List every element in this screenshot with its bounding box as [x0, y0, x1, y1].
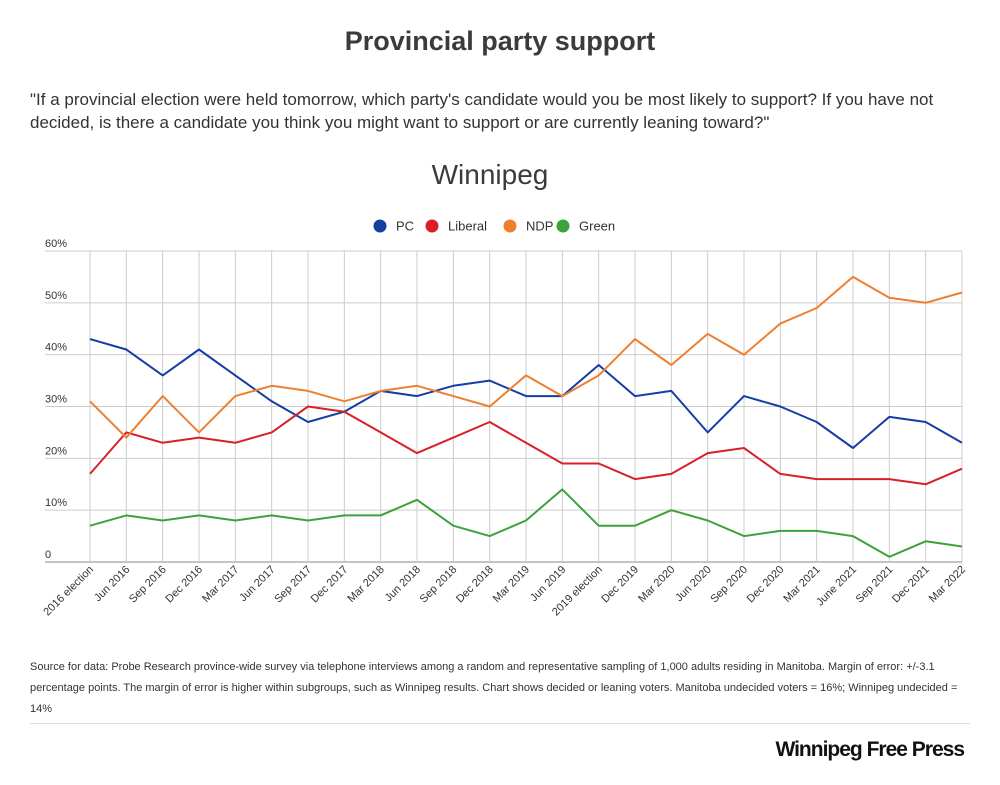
- legend-label-green: Green: [579, 219, 615, 234]
- x-tick-label: Mar 2019: [491, 564, 532, 605]
- line-chart: Winnipeg PC Liberal NDP Green 0 10% 20% 30% 40%…: [41, 159, 968, 619]
- chart-grid: [45, 250, 963, 563]
- y-tick-label: 60%: [45, 238, 67, 250]
- legend-marker-green: [556, 219, 570, 233]
- x-tick-label: Dec 2017: [309, 564, 351, 606]
- chart-series: [89, 275, 963, 558]
- x-tick-label: Sep 2016: [127, 564, 169, 606]
- x-tick-label: Mar 2017: [200, 564, 241, 605]
- x-tick-label: Dec 2018: [454, 564, 496, 606]
- brand-logo: Winnipeg Free Press: [775, 738, 965, 761]
- y-tick-label: 50%: [45, 290, 67, 302]
- x-tick-label: Dec 2019: [599, 564, 641, 606]
- legend-marker-liberal: [425, 219, 439, 233]
- y-tick-label: 20%: [45, 445, 67, 457]
- x-tick-label: Dec 2021: [890, 564, 932, 606]
- legend-marker-ndp: [503, 219, 517, 233]
- x-tick-label: Jun 2018: [383, 564, 423, 604]
- x-tick-label: Mar 2022: [927, 564, 968, 605]
- x-tick-label: Sep 2021: [854, 564, 896, 606]
- legend-label-ndp: NDP: [526, 219, 553, 234]
- x-tick-label: Dec 2016: [163, 564, 205, 606]
- x-tick-label: 2016 election: [41, 564, 96, 619]
- source-note: Source for data: Probe Research province…: [30, 661, 958, 715]
- y-axis: 0 10% 20% 30% 40% 50% 60%: [45, 238, 67, 561]
- x-tick-label: Mar 2018: [345, 564, 386, 605]
- series-line-liberal: [89, 405, 963, 486]
- x-tick-label: Dec 2020: [745, 564, 787, 606]
- x-tick-label: Sep 2017: [272, 564, 314, 606]
- x-tick-label: Sep 2018: [418, 564, 460, 606]
- x-tick-label: Jun 2016: [92, 564, 132, 604]
- legend-label-pc: PC: [396, 219, 414, 234]
- series-line-ndp: [89, 275, 963, 439]
- series-line-green: [89, 488, 963, 558]
- legend-marker-pc: [373, 219, 387, 233]
- page-title: Provincial party support: [344, 26, 656, 56]
- y-tick-label: 30%: [45, 394, 67, 406]
- y-tick-label: 0: [45, 549, 51, 561]
- x-tick-label: Sep 2020: [708, 564, 750, 606]
- series-line-pc: [89, 338, 963, 449]
- footer-divider: [30, 723, 970, 724]
- chart-title: Winnipeg: [432, 159, 549, 190]
- x-tick-label: Mar 2020: [636, 564, 677, 605]
- chart-legend: PC Liberal NDP Green: [373, 219, 615, 234]
- x-tick-label: Jun 2020: [673, 564, 713, 604]
- y-tick-label: 10%: [45, 497, 67, 509]
- survey-question: "If a provincial election were held tomo…: [30, 90, 934, 132]
- x-tick-label: Jun 2017: [237, 564, 277, 604]
- legend-label-liberal: Liberal: [448, 219, 487, 234]
- y-tick-label: 40%: [45, 342, 67, 354]
